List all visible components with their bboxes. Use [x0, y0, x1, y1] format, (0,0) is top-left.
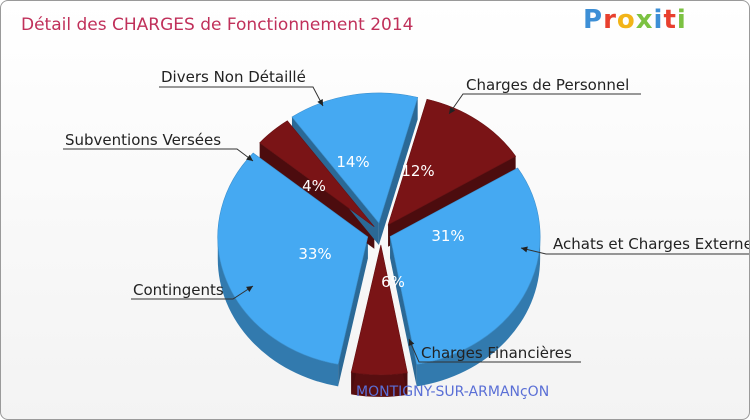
logo-letter: P — [583, 5, 604, 35]
slice-category-label: Contingents — [133, 281, 224, 299]
leader-arrowhead — [246, 286, 253, 292]
logo-letter: x — [635, 5, 654, 35]
pie-tops — [217, 92, 541, 376]
logo-letter: o — [616, 5, 636, 35]
logo-letter: i — [653, 5, 664, 35]
pie-slice[interactable] — [389, 167, 541, 365]
slice-percent-label: 12% — [401, 162, 434, 180]
slice-category-label: Charges de Personnel — [466, 76, 629, 94]
logo-letter: t — [663, 5, 677, 35]
leader-line — [131, 285, 254, 300]
slice-category-label: Subventions Versées — [65, 131, 221, 149]
leader-lines — [63, 86, 749, 363]
slice-category-label: Achats et Charges Externes — [553, 235, 750, 253]
logo-letter: r — [603, 5, 617, 35]
pie-cut-face — [338, 236, 368, 387]
leader-arrowhead — [521, 246, 528, 253]
slice-category-label: Divers Non Détaillé — [161, 68, 306, 86]
pie-side-wall — [416, 236, 541, 387]
leader-arrowhead — [408, 339, 415, 346]
pie-side-wall — [217, 236, 339, 387]
pie-slice[interactable] — [259, 120, 375, 227]
slice-percent-label: 31% — [431, 227, 464, 245]
commune-name: MONTIGNY-SUR-ARMANçON — [356, 384, 550, 400]
pie-cut-face — [390, 236, 417, 387]
pie-slice[interactable] — [291, 92, 419, 224]
leader-line — [63, 148, 254, 162]
proxiti-logo[interactable]: Proxiti — [583, 5, 687, 35]
leader-arrowhead — [246, 154, 253, 161]
leader-line — [520, 247, 749, 255]
pie-slice[interactable] — [387, 98, 517, 226]
leader-line — [448, 93, 641, 115]
slice-labels: Charges de Personnel Achats et Charges Ex… — [65, 68, 750, 362]
slice-category-label: Charges Financières — [421, 344, 572, 362]
slice-percent-label: 6% — [381, 273, 405, 291]
slice-percent-label: 4% — [302, 177, 326, 195]
logo-letter: i — [676, 5, 687, 35]
pie-slice[interactable] — [217, 152, 369, 365]
leader-line — [408, 338, 581, 363]
leader-arrowhead — [317, 99, 323, 106]
percent-labels: 12% 31% 6% 33% 4% 14% — [298, 153, 464, 291]
slice-percent-label: 14% — [336, 153, 369, 171]
slice-percent-label: 33% — [298, 245, 331, 263]
pie-slice[interactable] — [350, 244, 408, 376]
pie-side-wall — [351, 372, 408, 397]
leader-arrowhead — [449, 107, 456, 114]
leader-line — [159, 86, 324, 107]
chart-title: Détail des CHARGES de Fonctionnement 201… — [21, 15, 414, 35]
pie-cut-face — [378, 97, 418, 245]
